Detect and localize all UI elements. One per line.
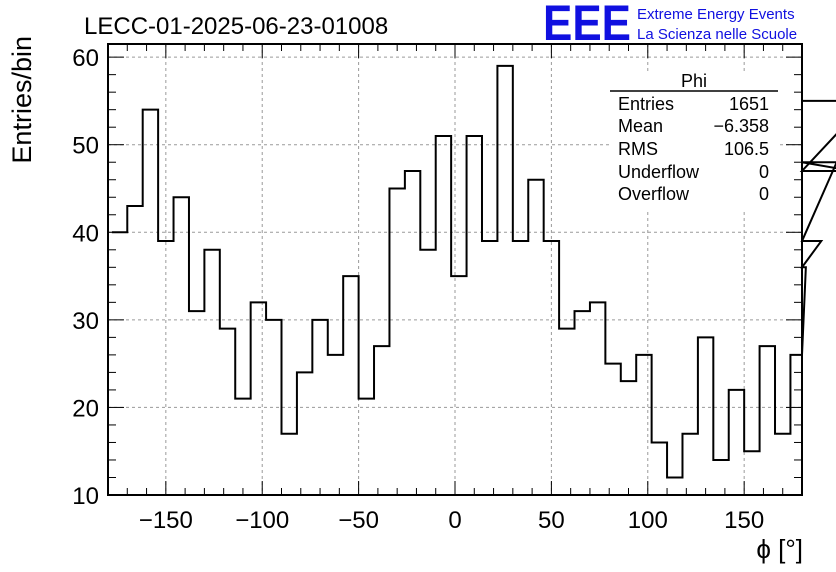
y-tick-label: 10 bbox=[72, 483, 99, 510]
tick-labels: −150 −100 −50 0 50 100 150 10 20 30 40 50 60 bbox=[72, 45, 764, 534]
stats-value-overflow: 0 bbox=[759, 184, 769, 204]
stats-box-title: Phi bbox=[681, 71, 707, 91]
y-tick-label: 40 bbox=[72, 220, 99, 247]
chart-title: LECC-01-2025-06-23-01008 bbox=[84, 13, 388, 40]
x-tick-label: −150 bbox=[139, 507, 193, 534]
stats-label-entries: Entries bbox=[618, 94, 674, 114]
stats-value-rms: 106.5 bbox=[724, 139, 769, 159]
x-axis-label: ϕ [°] bbox=[756, 534, 803, 564]
x-tick-label: 50 bbox=[538, 507, 565, 534]
x-tick-label: −50 bbox=[338, 507, 379, 534]
eee-logo-line2: La Scienza nelle Scuole bbox=[637, 26, 797, 43]
stats-value-underflow: 0 bbox=[759, 162, 769, 182]
y-tick-label: 50 bbox=[72, 133, 99, 160]
y-tick-label: 20 bbox=[72, 395, 99, 422]
histogram-series-line bbox=[111, 64, 836, 479]
stats-label-mean: Mean bbox=[618, 116, 663, 136]
x-tick-label: 0 bbox=[448, 507, 461, 534]
stats-label-rms: RMS bbox=[618, 139, 658, 159]
eee-logo-line1: Extreme Energy Events bbox=[637, 6, 795, 23]
stats-box-background bbox=[610, 72, 778, 210]
stats-label-overflow: Overflow bbox=[618, 184, 690, 204]
x-tick-label: 100 bbox=[628, 507, 668, 534]
stats-label-underflow: Underflow bbox=[618, 162, 700, 182]
eee-logo: EEE Extreme Energy Events La Scienza nel… bbox=[543, 0, 797, 51]
stats-box: Phi Entries 1651 Mean −6.358 RMS 106.5 U… bbox=[610, 71, 778, 210]
eee-logo-mark: EEE bbox=[543, 0, 631, 51]
axis-ticks bbox=[107, 44, 803, 496]
y-tick-label: 30 bbox=[72, 308, 99, 335]
x-tick-label: −100 bbox=[235, 507, 289, 534]
stats-value-entries: 1651 bbox=[729, 94, 769, 114]
stats-value-mean: −6.358 bbox=[713, 116, 769, 136]
x-tick-label: 150 bbox=[724, 507, 764, 534]
y-tick-label: 60 bbox=[72, 45, 99, 72]
y-axis-label: Entries/bin bbox=[7, 36, 37, 164]
